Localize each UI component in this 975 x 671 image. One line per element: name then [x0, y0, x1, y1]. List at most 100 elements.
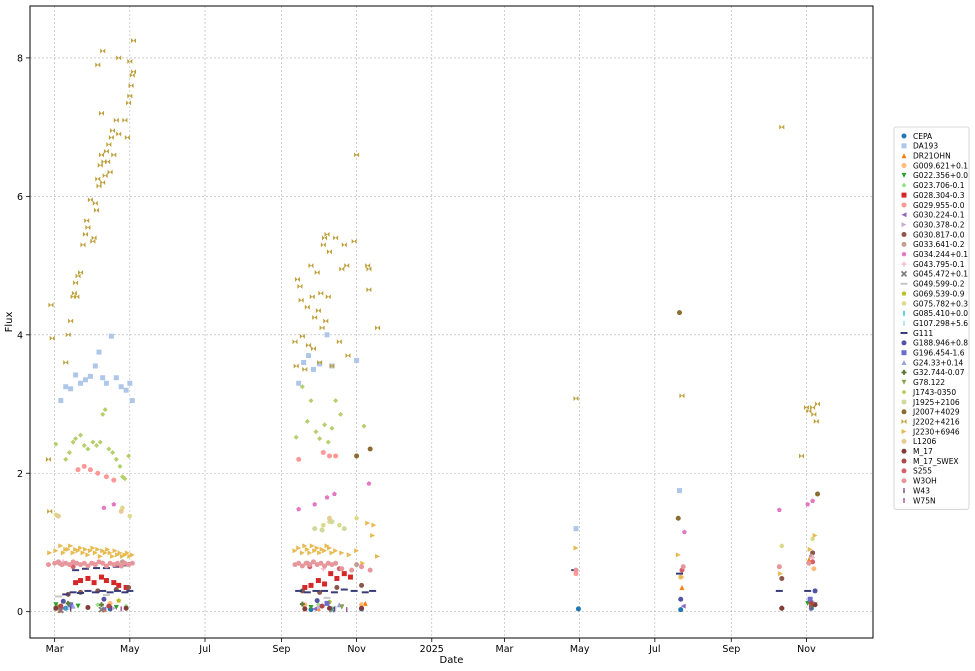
- data-point: [779, 605, 785, 611]
- data-point: [78, 545, 84, 551]
- legend-entry: G043.795-0.1: [913, 260, 965, 269]
- data-point: [304, 418, 310, 424]
- data-point: [70, 439, 76, 445]
- data-point: [334, 584, 340, 590]
- data-point: [302, 606, 308, 612]
- data-point: [101, 606, 107, 612]
- data-point: [63, 456, 69, 462]
- legend-entry: G069.539-0.9: [913, 289, 965, 298]
- legend-marker: [901, 241, 907, 247]
- data-point: [299, 588, 305, 594]
- data-point: [810, 498, 815, 503]
- data-point: [293, 363, 299, 369]
- data-point: [49, 335, 55, 341]
- data-point: [807, 596, 813, 602]
- data-point: [65, 332, 71, 338]
- data-point: [317, 361, 323, 367]
- data-point: [78, 270, 84, 276]
- data-point: [359, 602, 365, 608]
- data-point: [309, 543, 315, 549]
- data-point: [299, 563, 305, 569]
- data-point: [85, 563, 91, 569]
- data-point: [334, 575, 340, 581]
- legend-entry: G033.641-0.2: [913, 240, 965, 249]
- legend-entry: G028.304-0.3: [913, 191, 965, 200]
- data-point: [351, 238, 357, 244]
- data-point: [375, 553, 381, 559]
- data-point: [75, 467, 81, 473]
- data-point: [806, 557, 812, 563]
- data-point: [779, 543, 785, 549]
- legend-marker: [901, 458, 907, 464]
- data-point: [333, 398, 339, 404]
- x-tick-label: Sep: [722, 644, 740, 655]
- legend-entry: G107.298+5.6: [913, 319, 968, 328]
- data-point: [302, 366, 308, 372]
- data-point: [322, 422, 328, 428]
- data-point: [329, 425, 335, 431]
- data-point: [294, 276, 300, 282]
- series-27: [312, 519, 347, 533]
- data-point: [779, 124, 785, 130]
- data-point: [45, 562, 51, 568]
- data-point: [124, 135, 130, 141]
- legend-marker: [901, 429, 907, 434]
- data-point: [322, 581, 328, 587]
- legend-entry: J2230+6946: [912, 427, 960, 436]
- data-point: [123, 605, 129, 611]
- legend-entry: G045.472+0.1: [913, 270, 968, 279]
- data-point: [71, 290, 77, 296]
- legend-entry: G030.817-0.0: [913, 230, 965, 239]
- legend-box: [893, 126, 970, 510]
- legend-entry: S255: [913, 467, 932, 476]
- data-point: [102, 550, 108, 556]
- data-point: [341, 526, 347, 532]
- data-point: [308, 605, 314, 611]
- data-point: [299, 333, 305, 339]
- data-point: [85, 446, 91, 452]
- data-point: [813, 418, 819, 424]
- data-point: [371, 522, 377, 528]
- data-point: [90, 439, 96, 445]
- legend-marker: [901, 182, 907, 188]
- data-point: [101, 596, 107, 602]
- data-point: [91, 235, 97, 241]
- legend-marker: [901, 153, 907, 159]
- data-point: [323, 318, 329, 324]
- data-point: [320, 523, 326, 528]
- legend-entry: G78.122: [913, 378, 945, 387]
- legend-marker: [901, 222, 907, 228]
- plot-area: [29, 5, 874, 639]
- data-point: [308, 263, 314, 269]
- y-axis-label: Flux: [4, 312, 15, 333]
- legend-marker: [901, 202, 907, 208]
- legend-entry: W75N: [913, 496, 936, 505]
- data-point: [339, 566, 345, 572]
- legend-marker: [901, 379, 907, 385]
- data-point: [70, 603, 76, 609]
- series-21: [60, 588, 818, 604]
- plot-marks: [45, 38, 821, 614]
- legend-marker: [901, 478, 907, 484]
- data-point: [60, 598, 66, 604]
- data-point: [70, 564, 76, 570]
- data-point: [107, 550, 113, 556]
- data-point: [333, 548, 339, 554]
- data-point: [85, 605, 91, 611]
- data-point: [126, 100, 132, 106]
- data-point: [78, 380, 84, 386]
- data-point: [309, 294, 315, 300]
- data-point: [325, 294, 331, 300]
- data-point: [75, 273, 81, 279]
- data-point: [68, 318, 74, 324]
- legend-marker: [901, 261, 907, 267]
- data-point: [118, 563, 124, 569]
- data-point: [310, 346, 316, 352]
- data-point: [299, 601, 305, 607]
- data-point: [112, 548, 118, 554]
- data-point: [95, 602, 101, 608]
- data-point: [811, 411, 817, 417]
- data-point: [302, 543, 308, 549]
- data-point: [73, 580, 79, 586]
- data-point: [678, 596, 684, 602]
